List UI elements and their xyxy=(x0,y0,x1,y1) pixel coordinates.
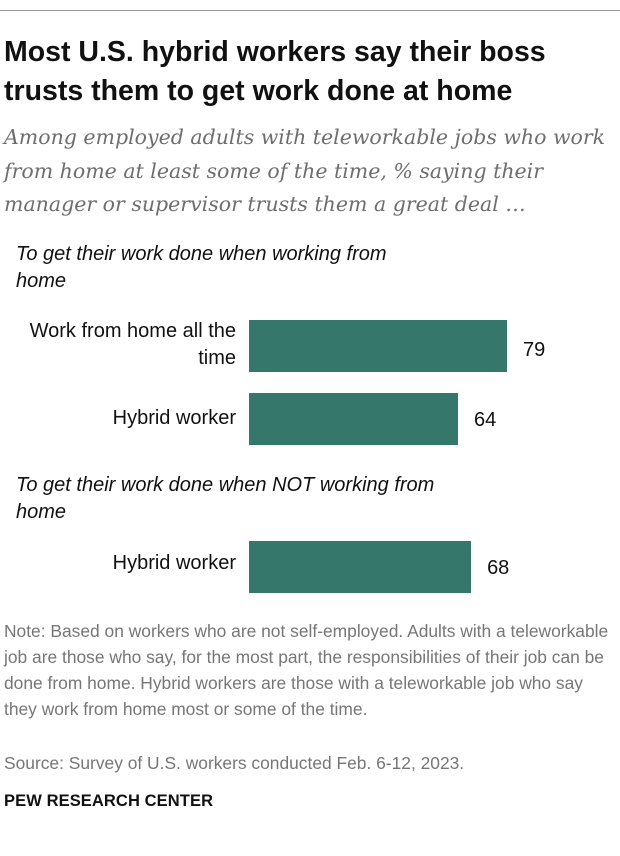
chart-subtitle: Among employed adults with teleworkable … xyxy=(4,125,606,216)
value-label-hybrid-worker-home: 64 xyxy=(474,409,497,431)
value-label-hybrid-worker-not-home: 68 xyxy=(487,557,510,579)
brand-logo-text: PEW RESEARCH CENTER xyxy=(4,792,214,810)
chart-note: Note: Based on workers who are not self-… xyxy=(4,621,609,719)
category-label-hybrid-worker-home: Hybrid worker xyxy=(112,407,236,429)
category-label-hybrid-worker-not-home: Hybrid worker xyxy=(112,552,236,574)
top-rule xyxy=(0,10,620,11)
chart-source: Source: Survey of U.S. workers conducted… xyxy=(4,753,465,773)
group-label-working-from-home: To get their work done when working from… xyxy=(16,243,387,292)
category-label-wfh-all-the-time: Work from home all the time xyxy=(29,320,236,369)
value-label-wfh-all-the-time: 79 xyxy=(523,339,546,361)
group-label-not-working-from-home: To get their work done when NOT working … xyxy=(16,474,435,523)
chart-title: Most U.S. hybrid workers say their boss … xyxy=(4,36,546,107)
bar-hybrid-worker-not-home xyxy=(249,541,472,593)
bar-hybrid-worker-home xyxy=(249,393,458,445)
bar-wfh-all-the-time xyxy=(249,320,507,372)
